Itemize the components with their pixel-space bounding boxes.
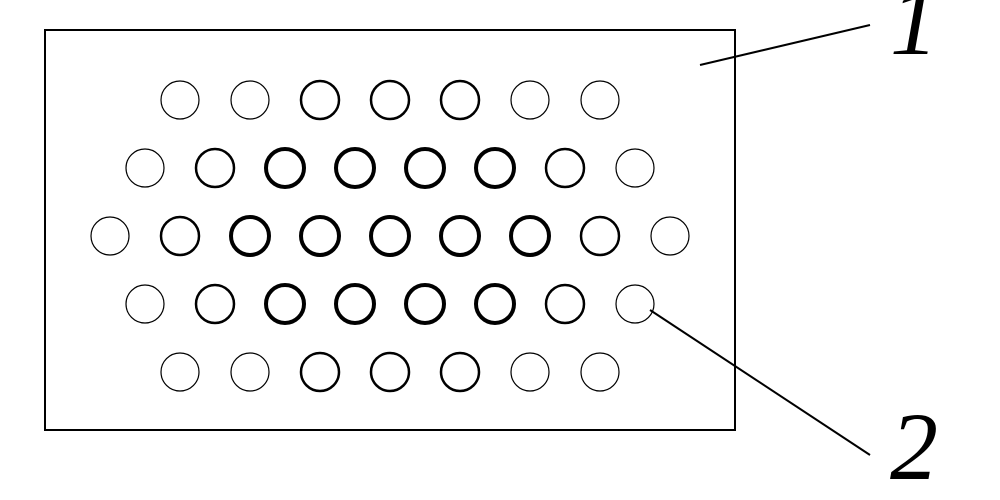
label-1: 1 xyxy=(890,0,938,70)
hole-circle xyxy=(161,217,199,255)
outer-rect xyxy=(45,30,735,430)
hole-circle xyxy=(616,149,654,187)
label-2: 2 xyxy=(890,399,938,495)
hole-circle xyxy=(406,285,444,323)
hole-circle xyxy=(91,217,129,255)
hole-circle xyxy=(406,149,444,187)
hole-circle xyxy=(581,81,619,119)
hole-circle xyxy=(511,217,549,255)
hole-circle xyxy=(161,353,199,391)
hole-circle xyxy=(441,217,479,255)
hole-circle xyxy=(266,285,304,323)
hole-circle xyxy=(371,81,409,119)
hole-circle xyxy=(161,81,199,119)
circles-group xyxy=(91,81,689,391)
hole-circle xyxy=(581,217,619,255)
diagram-canvas xyxy=(0,0,1000,500)
hole-circle xyxy=(196,149,234,187)
hole-circle xyxy=(581,353,619,391)
hole-circle xyxy=(126,285,164,323)
hole-circle xyxy=(231,81,269,119)
hole-circle xyxy=(546,285,584,323)
hole-circle xyxy=(196,285,234,323)
hole-circle xyxy=(301,353,339,391)
hole-circle xyxy=(511,81,549,119)
hole-circle xyxy=(511,353,549,391)
leaders-group xyxy=(650,25,870,455)
hole-circle xyxy=(616,285,654,323)
hole-circle xyxy=(231,217,269,255)
hole-circle xyxy=(301,217,339,255)
hole-circle xyxy=(231,353,269,391)
hole-circle xyxy=(476,149,514,187)
hole-circle xyxy=(266,149,304,187)
hole-circle xyxy=(546,149,584,187)
leader-line xyxy=(650,310,870,455)
hole-circle xyxy=(371,353,409,391)
hole-circle xyxy=(441,353,479,391)
hole-circle xyxy=(441,81,479,119)
hole-circle xyxy=(336,149,374,187)
hole-circle xyxy=(126,149,164,187)
hole-circle xyxy=(301,81,339,119)
hole-circle xyxy=(336,285,374,323)
hole-circle xyxy=(651,217,689,255)
hole-circle xyxy=(371,217,409,255)
hole-circle xyxy=(476,285,514,323)
